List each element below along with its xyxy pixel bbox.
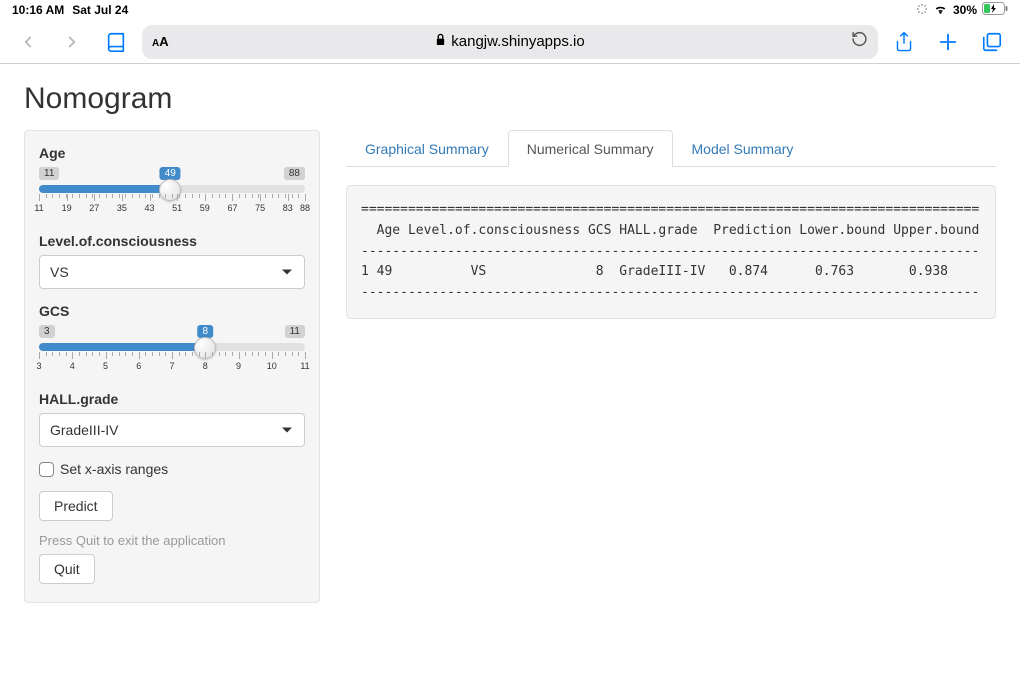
quit-button[interactable]: Quit [39, 554, 95, 584]
age-slider[interactable]: 11 88 49 1119273543515967758388 [39, 167, 305, 219]
hall-select[interactable]: GradeIII-IV [39, 413, 305, 447]
status-date: Sat Jul 24 [72, 3, 128, 17]
status-time: 10:16 AM [12, 3, 64, 17]
gcs-max: 11 [285, 325, 305, 338]
reload-button[interactable] [851, 30, 868, 53]
url-host: kangjw.shinyapps.io [451, 33, 584, 50]
loading-icon [916, 3, 928, 18]
quit-helper-text: Press Quit to exit the application [39, 533, 305, 548]
address-bar[interactable]: AA kangjw.shinyapps.io [142, 25, 878, 59]
xaxis-checkbox-label: Set x-axis ranges [60, 461, 168, 477]
hall-label: HALL.grade [39, 391, 305, 407]
lock-icon [435, 33, 446, 50]
new-tab-button[interactable] [930, 24, 966, 60]
battery-icon [982, 2, 1008, 18]
tabs-button[interactable] [974, 24, 1010, 60]
chevron-down-icon [282, 270, 292, 275]
loc-selected: VS [50, 264, 69, 280]
numerical-output-panel: ========================================… [346, 185, 996, 319]
wifi-icon [933, 3, 948, 18]
tab-model[interactable]: Model Summary [673, 130, 813, 167]
loc-label: Level.of.consciousness [39, 233, 305, 249]
back-button[interactable] [10, 24, 46, 60]
forward-button[interactable] [54, 24, 90, 60]
sidebar-panel: Age 11 88 49 1119273543515967758388 Leve… [24, 130, 320, 603]
ipad-status-bar: 10:16 AM Sat Jul 24 30% [0, 0, 1020, 20]
predict-button[interactable]: Predict [39, 491, 113, 521]
age-min: 11 [39, 167, 59, 180]
page-title: Nomogram [24, 82, 996, 116]
tab-graphical[interactable]: Graphical Summary [346, 130, 508, 167]
bookmarks-button[interactable] [98, 24, 134, 60]
tab-numerical[interactable]: Numerical Summary [508, 130, 673, 167]
chevron-down-icon [282, 428, 292, 433]
gcs-min: 3 [39, 325, 55, 338]
safari-toolbar: AA kangjw.shinyapps.io [0, 20, 1020, 64]
loc-select[interactable]: VS [39, 255, 305, 289]
tabset: Graphical Summary Numerical Summary Mode… [346, 130, 996, 167]
age-label: Age [39, 145, 305, 161]
battery-pct: 30% [953, 3, 977, 17]
reader-aa-button[interactable]: AA [152, 34, 169, 49]
xaxis-checkbox[interactable] [39, 462, 54, 477]
gcs-label: GCS [39, 303, 305, 319]
age-max: 88 [284, 167, 305, 180]
hall-selected: GradeIII-IV [50, 422, 118, 438]
gcs-slider[interactable]: 3 11 8 34567891011 [39, 325, 305, 377]
share-button[interactable] [886, 24, 922, 60]
numerical-output: ========================================… [361, 200, 981, 304]
